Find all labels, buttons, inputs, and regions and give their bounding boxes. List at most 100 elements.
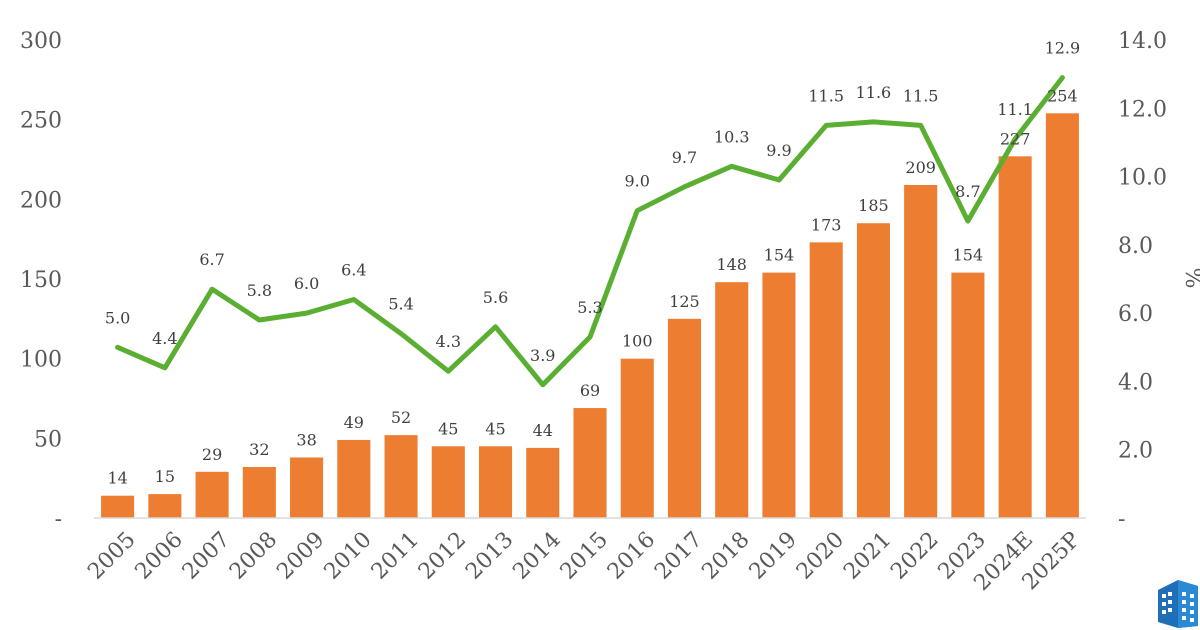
y-tick-label: 50 <box>34 427 62 452</box>
x-tick-label: 2013 <box>461 527 518 584</box>
line-value-label: 10.3 <box>714 127 750 146</box>
y2-tick-label: 10.0 <box>1118 166 1167 191</box>
bar <box>809 242 843 518</box>
line-value-label: 4.4 <box>152 329 177 348</box>
y-tick-label: 300 <box>20 29 62 54</box>
line-value-label: 5.0 <box>105 308 130 327</box>
line-value-label: 6.7 <box>199 250 224 269</box>
x-tick-label: 2019 <box>745 527 802 584</box>
bar <box>101 495 135 518</box>
bar-value-label: 125 <box>669 292 700 311</box>
bar-value-label: 45 <box>485 419 505 438</box>
x-tick-label: 2016 <box>603 527 660 584</box>
x-tick-label: 2010 <box>320 527 377 584</box>
line-value-label: 11.6 <box>856 83 892 102</box>
y-tick-label: 200 <box>20 188 62 213</box>
bar <box>526 447 560 518</box>
x-tick-label: 2022 <box>886 527 943 584</box>
x-tick-label: 2012 <box>414 527 471 584</box>
left-y-axis: - 50 100 150 200 250 300 <box>20 29 62 532</box>
line-value-label: 5.6 <box>483 288 508 307</box>
line-value-label: 3.9 <box>530 346 555 365</box>
bar-value-label: 29 <box>202 445 222 464</box>
y2-tick-label: - <box>1118 507 1125 532</box>
bar <box>195 471 229 518</box>
x-tick-label: 2014 <box>508 527 565 584</box>
y2-tick-label: 2.0 <box>1118 439 1153 464</box>
bar-series <box>101 113 1079 518</box>
line-value-label: 11.1 <box>997 100 1033 119</box>
bar-value-label: 14 <box>107 469 127 488</box>
line-value-label: 9.9 <box>766 141 791 160</box>
bar-value-label: 185 <box>858 196 889 215</box>
bar-value-label: 45 <box>438 419 458 438</box>
bar <box>290 457 324 518</box>
y-tick-label: 250 <box>20 109 62 134</box>
bar <box>951 272 985 518</box>
bar-value-label: 100 <box>622 332 653 351</box>
x-tick-label: 2008 <box>225 527 282 584</box>
y-tick-label: 150 <box>20 268 62 293</box>
bar-data-labels: 14 15 29 32 38 49 52 45 45 44 69 100 125 148 154 173 185… <box>107 86 1077 487</box>
bar <box>148 494 182 518</box>
y2-tick-label: 14.0 <box>1118 29 1167 54</box>
bar <box>667 318 702 518</box>
bar <box>904 184 938 518</box>
bar <box>998 156 1032 518</box>
line-value-label: 11.5 <box>808 86 844 105</box>
bar <box>337 439 371 518</box>
x-tick-label: 2015 <box>556 527 613 584</box>
line-value-label: 5.8 <box>247 281 272 300</box>
x-tick-label: 2018 <box>697 527 754 584</box>
x-tick-label: 2005 <box>83 527 140 584</box>
bar <box>573 408 607 518</box>
x-tick-label: 2009 <box>272 527 329 584</box>
line-value-label: 5.4 <box>388 295 413 314</box>
line-value-label: 9.7 <box>672 148 697 167</box>
bar <box>242 467 276 518</box>
y-tick-label: - <box>55 507 62 532</box>
bar <box>1045 113 1079 518</box>
x-axis: 2005200620072008200920102011201220132014… <box>83 527 1085 596</box>
bar-value-label: 254 <box>1047 86 1078 105</box>
right-y-axis: - 2.0 4.0 6.0 8.0 10.0 12.0 14.0 <box>1118 29 1167 532</box>
line-value-label: 9.0 <box>625 172 650 191</box>
line-value-label: 12.9 <box>1045 39 1081 58</box>
bar-value-label: 154 <box>953 246 984 265</box>
bar-value-label: 52 <box>391 408 411 427</box>
bar <box>620 358 654 518</box>
y-tick-label: 100 <box>20 348 62 373</box>
line-value-label: 4.3 <box>436 332 461 351</box>
x-tick-label: 2011 <box>367 527 424 584</box>
x-tick-label: 2020 <box>792 527 849 584</box>
x-tick-label: 2007 <box>178 527 235 584</box>
bar-value-label: 209 <box>905 158 936 177</box>
right-y-axis-label: % <box>1180 268 1200 289</box>
bar-value-label: 148 <box>716 255 747 274</box>
y2-tick-label: 8.0 <box>1118 234 1153 259</box>
y2-tick-label: 4.0 <box>1118 370 1153 395</box>
y2-tick-label: 12.0 <box>1118 97 1167 122</box>
bar-value-label: 38 <box>296 430 316 449</box>
line-value-label: 11.5 <box>903 86 939 105</box>
bar <box>478 446 513 518</box>
x-tick-label: 2006 <box>131 527 188 584</box>
line-value-label: 6.4 <box>341 260 366 279</box>
bar <box>715 282 749 518</box>
line-value-label: 5.3 <box>577 298 602 317</box>
x-tick-label: 2017 <box>650 527 707 584</box>
bar <box>762 272 796 518</box>
bar-value-label: 44 <box>533 421 553 440</box>
brand-logo-icon <box>1158 580 1198 628</box>
bar-value-label: 49 <box>344 413 364 432</box>
bar-value-label: 227 <box>1000 129 1031 148</box>
bar-value-label: 173 <box>811 215 842 234</box>
bar-value-label: 15 <box>155 467 175 486</box>
line-value-label: 6.0 <box>294 274 319 293</box>
line-series <box>115 75 1065 388</box>
bar-value-label: 154 <box>764 246 795 265</box>
bar <box>384 435 418 518</box>
y2-tick-label: 6.0 <box>1118 302 1153 327</box>
x-tick-label: 2021 <box>839 527 896 584</box>
